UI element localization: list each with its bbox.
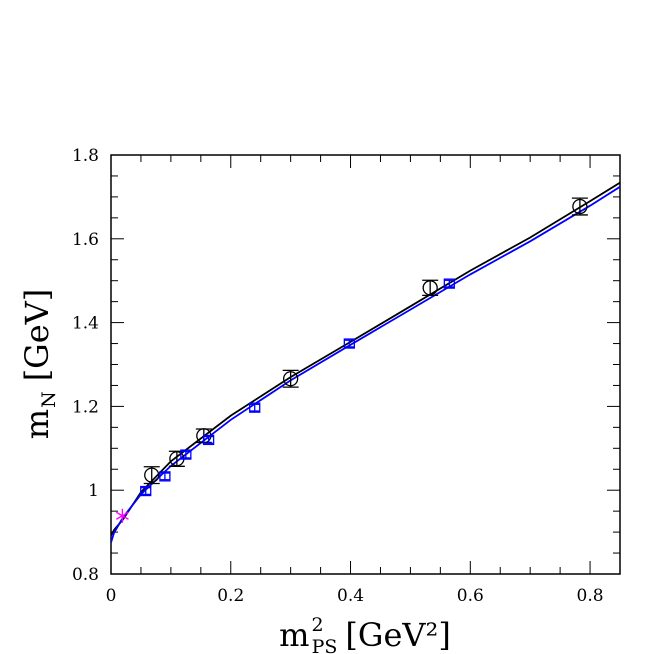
x-axis-label: m 2 PS [GeV²] xyxy=(279,614,451,654)
x-tick-label: 0.6 xyxy=(457,586,484,606)
x-tick-label: 0.8 xyxy=(577,586,604,606)
x-tick-label: 0.2 xyxy=(217,586,244,606)
physical-point-asterisk xyxy=(115,508,129,523)
square-data-point xyxy=(343,338,355,349)
ticks xyxy=(110,154,621,575)
x-tick-label: 0.4 xyxy=(337,586,364,606)
square-data-point xyxy=(159,471,171,482)
y-label-unit: [GeV] xyxy=(18,289,56,382)
fit-curves xyxy=(111,181,620,543)
square-data-point xyxy=(249,402,261,413)
y-axis-label: mN [GeV] xyxy=(18,289,60,440)
square-data-point xyxy=(443,278,455,289)
square-data-point xyxy=(202,434,215,446)
y-tick-label: 1.6 xyxy=(72,230,99,250)
y-tick-label: 1.8 xyxy=(72,146,99,166)
plot-frame xyxy=(110,154,621,575)
fit-curve-1 xyxy=(111,181,620,536)
y-label-main: m xyxy=(18,409,56,439)
square-data-point xyxy=(180,449,192,460)
tick-labels: 0 0.2 0.4 0.6 0.8 0.8 1 1.2 1.4 1.6 1.8 xyxy=(72,146,604,606)
square-data-point xyxy=(140,485,152,497)
y-tick-label: 1.4 xyxy=(72,314,99,334)
y-tick-label: 1 xyxy=(88,481,99,501)
x-label-main: m xyxy=(279,616,309,654)
y-tick-label: 0.8 xyxy=(72,565,99,585)
circle-data-point xyxy=(143,466,160,485)
x-tick-label: 0 xyxy=(106,586,117,606)
data-points xyxy=(115,197,588,523)
circle-data-point xyxy=(282,369,299,388)
circle-data-point xyxy=(571,197,588,216)
x-label-sup: 2 xyxy=(312,614,324,636)
circle-data-point xyxy=(422,279,439,297)
y-tick-label: 1.2 xyxy=(72,397,99,417)
x-label-sub: PS xyxy=(312,636,338,654)
x-label-unit: [GeV²] xyxy=(345,616,450,654)
fit-curve-2 xyxy=(111,186,620,543)
y-label-sub: N xyxy=(38,391,60,408)
